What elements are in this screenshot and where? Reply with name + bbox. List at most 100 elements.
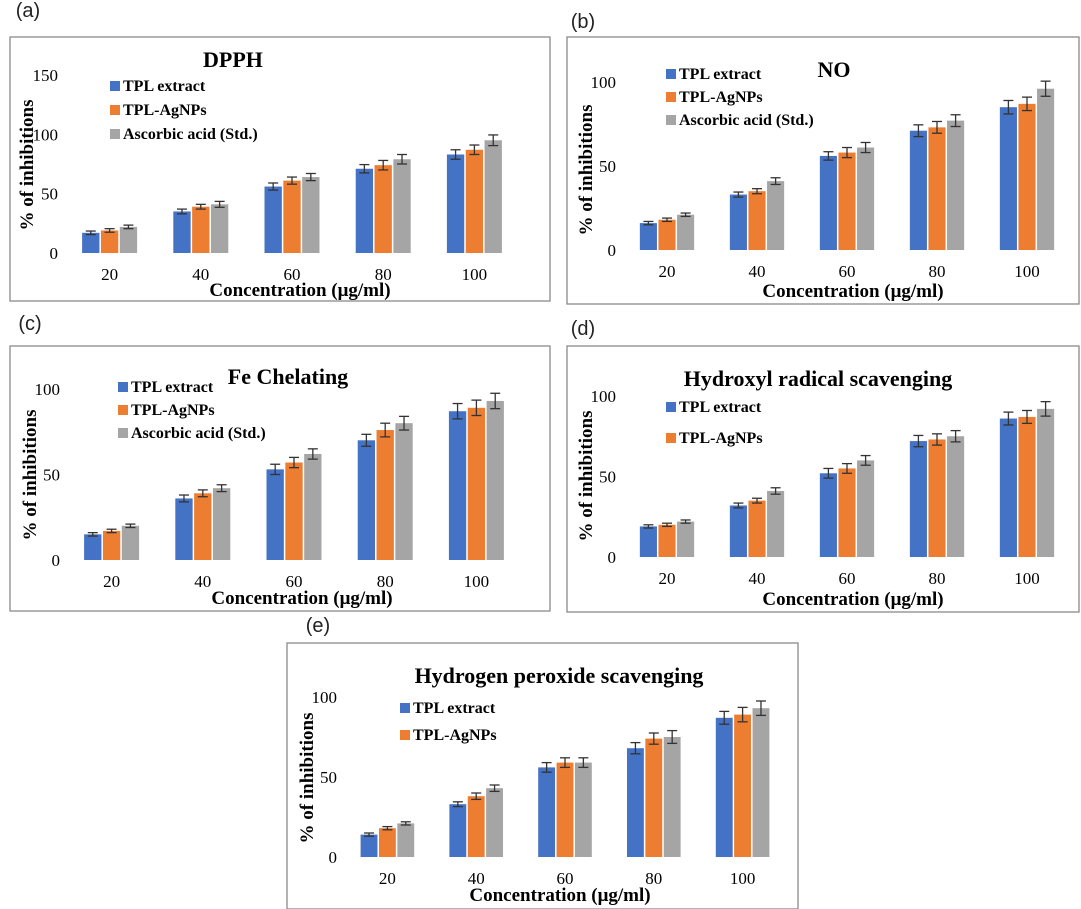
legend-label: Ascorbic acid (Std.): [123, 126, 258, 143]
bar: [947, 120, 965, 250]
x-tick-label: 100: [464, 572, 490, 591]
legend-swatch: [118, 405, 128, 415]
x-tick-label: 40: [468, 869, 485, 888]
bar: [626, 748, 644, 857]
legend-swatch: [110, 129, 120, 139]
x-tick-label: 80: [645, 869, 662, 888]
bar: [449, 804, 467, 857]
y-tick-label: 0: [50, 244, 59, 263]
bar: [212, 488, 231, 560]
bar: [838, 152, 856, 250]
legend-label: TPL extract: [413, 700, 496, 717]
x-tick-label: 20: [103, 572, 120, 591]
chart-title: Hydrogen peroxide scavenging: [415, 663, 704, 688]
bar: [639, 526, 657, 557]
bar: [909, 441, 927, 557]
bar: [285, 462, 303, 560]
bar: [84, 534, 102, 560]
panel-label: (c): [18, 313, 41, 335]
y-tick-label: 100: [591, 73, 617, 92]
panel-frame: [286, 642, 799, 909]
bar: [360, 834, 378, 857]
legend-swatch: [400, 730, 410, 740]
y-tick-label: 50: [599, 157, 616, 176]
legend-swatch: [666, 69, 676, 79]
bar: [715, 717, 733, 857]
x-axis-title: Concentration (μg/ml): [762, 589, 943, 610]
bar: [121, 525, 140, 560]
bar: [102, 530, 121, 560]
legend-swatch: [118, 382, 128, 392]
legend-label: TPL extract: [679, 66, 762, 83]
chart-panel-1: (a) 0 50 100 150 20 40 60 80 100 Concentration (μg…: [9, 0, 551, 302]
legend-label: Ascorbic acid (Std.): [131, 425, 266, 442]
bar: [448, 411, 467, 560]
y-tick-label: 50: [43, 466, 60, 485]
bar: [446, 154, 465, 253]
legend-label: TPL extract: [123, 78, 206, 95]
bar: [639, 223, 657, 250]
bar: [484, 140, 502, 253]
x-tick-label: 40: [192, 265, 209, 284]
bar: [748, 191, 766, 250]
panel-label: (b): [571, 11, 595, 33]
y-tick-label: 100: [33, 125, 59, 144]
x-tick-label: 20: [379, 869, 396, 888]
legend-swatch: [666, 92, 676, 102]
chart-panel-2: (b) 0 50 100 20 40 60 80 100 Concentration (μg/ml…: [566, 11, 1080, 305]
legend-swatch: [118, 428, 128, 438]
chart-panel-3: (c) 0 50 100 20 40 60 80 100 Concentration (μg/ml…: [9, 313, 551, 612]
bar: [1037, 408, 1055, 557]
bar: [302, 177, 320, 253]
x-axis-title: Concentration (μg/ml): [211, 588, 392, 609]
panel-frame: [566, 345, 1080, 613]
legend-swatch: [666, 433, 676, 443]
x-tick-label: 40: [194, 572, 211, 591]
bar: [928, 439, 946, 557]
x-tick-label: 80: [375, 265, 392, 284]
y-axis-title: % of inhibitions: [297, 713, 318, 844]
panel-label: (d): [571, 318, 595, 340]
legend-label: Ascorbic acid (Std.): [679, 112, 814, 129]
y-axis-title: % of inhibitions: [20, 410, 41, 541]
bar: [734, 714, 752, 857]
bar: [486, 788, 504, 857]
bar: [819, 473, 837, 557]
y-tick-label: 50: [320, 768, 337, 787]
legend-label: TPL-AgNPs: [413, 727, 497, 744]
legend-label: TPL-AgNPs: [679, 89, 763, 106]
bar: [767, 490, 785, 557]
panel-frame: [9, 36, 551, 302]
legend-swatch: [666, 115, 676, 125]
bar: [264, 186, 282, 253]
bar: [467, 407, 486, 560]
x-tick-label: 60: [839, 262, 856, 281]
bar: [192, 206, 210, 253]
bar: [857, 147, 875, 250]
panel-label: (a): [16, 0, 40, 22]
legend-label: TPL-AgNPs: [123, 102, 207, 119]
bar: [486, 400, 504, 560]
legend-label: TPL-AgNPs: [131, 402, 215, 419]
chart-panel-4: (d) 0 50 100 20 40 60 80 100 Concentration (μg/ml…: [566, 318, 1080, 613]
bar: [767, 181, 785, 250]
x-tick-label: 20: [101, 265, 118, 284]
x-tick-label: 40: [749, 569, 766, 588]
y-tick-label: 100: [591, 387, 617, 406]
y-tick-label: 0: [329, 848, 338, 867]
y-tick-label: 100: [312, 688, 338, 707]
y-axis-title: % of inhibitions: [17, 100, 38, 231]
bar: [376, 430, 394, 560]
bar: [857, 460, 875, 557]
panel-label: (e): [306, 615, 330, 637]
bar: [677, 214, 695, 250]
y-axis-title: % of inhibitions: [576, 411, 597, 542]
bar: [1037, 88, 1055, 250]
legend-label: TPL extract: [131, 379, 214, 396]
y-tick-label: 150: [33, 66, 59, 85]
x-tick-label: 60: [839, 569, 856, 588]
bar: [210, 204, 229, 253]
x-tick-label: 80: [377, 572, 394, 591]
x-axis-title: Concentration (μg/ml): [209, 280, 390, 301]
